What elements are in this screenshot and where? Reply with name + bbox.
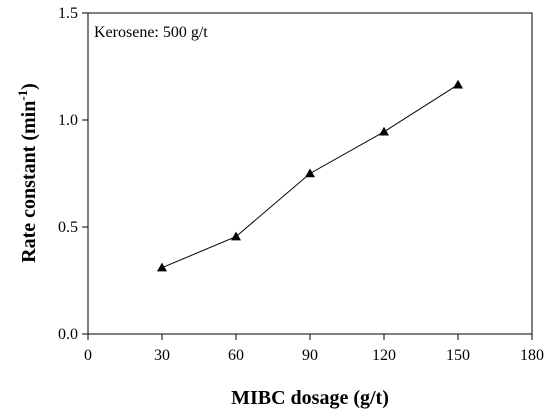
y-axis-title-close: ) (18, 83, 40, 90)
x-tick-label: 0 (84, 347, 92, 364)
y-tick-label: 1.0 (58, 112, 78, 129)
data-point-marker (453, 79, 463, 89)
x-axis-title: MIBC dosage (g/t) (231, 387, 389, 409)
data-point-marker (231, 231, 241, 241)
series-layer (157, 79, 463, 272)
x-tick-label: 30 (154, 347, 170, 364)
y-axis-ticks: 0.0 0.5 1.0 1.5 (58, 5, 88, 343)
data-point-marker (305, 168, 315, 178)
y-axis-title-main: Rate constant (min (18, 101, 40, 263)
x-axis-ticks: 0 30 60 90 120 150 180 (84, 334, 544, 364)
annotation-kerosene: Kerosene: 500 g/t (94, 24, 208, 41)
y-axis-title: Rate constant (min-1) (15, 83, 40, 263)
x-tick-label: 60 (228, 347, 244, 364)
y-axis-title-superscript: -1 (15, 90, 30, 101)
x-tick-label: 150 (446, 347, 470, 364)
data-point-marker (379, 126, 389, 136)
x-tick-label: 90 (302, 347, 318, 364)
x-tick-label: 120 (372, 347, 396, 364)
y-tick-label: 0.5 (58, 219, 78, 236)
x-tick-label: 180 (520, 347, 544, 364)
y-tick-label: 0.0 (58, 326, 78, 343)
data-point-marker (157, 262, 167, 272)
y-tick-label: 1.5 (58, 5, 78, 22)
